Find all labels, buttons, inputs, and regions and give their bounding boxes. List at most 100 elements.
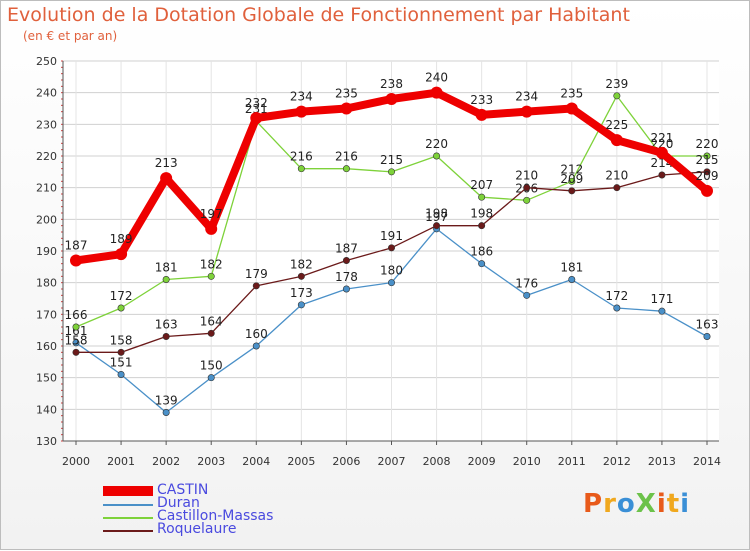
y-tick-label: 170 xyxy=(36,308,57,321)
y-tick-label: 210 xyxy=(36,182,57,195)
data-label-castin: 209 xyxy=(696,169,719,183)
legend-swatch-duran xyxy=(103,504,153,506)
legend-label-roquelaure: Roquelaure xyxy=(157,521,237,537)
data-point-duran xyxy=(342,285,350,293)
data-point-castillon-massas xyxy=(433,152,441,160)
x-tick-label: 2013 xyxy=(648,455,676,468)
y-tick-label: 150 xyxy=(36,372,57,385)
legend-label-castin: CASTIN xyxy=(157,482,209,498)
y-tick-label: 250 xyxy=(36,55,57,68)
y-tick-label: 230 xyxy=(36,118,57,131)
data-label-roquelaure: 182 xyxy=(290,257,313,271)
y-tick-label: 220 xyxy=(36,150,57,163)
data-label-castin: 232 xyxy=(245,96,268,110)
x-tick-label: 2008 xyxy=(423,455,451,468)
logo-letter: X xyxy=(635,489,657,519)
chart-title: Evolution de la Dotation Globale de Fonc… xyxy=(7,4,630,26)
data-label-roquelaure: 163 xyxy=(155,318,178,332)
data-label-castillon-massas: 216 xyxy=(335,150,358,164)
x-tick-label: 2006 xyxy=(332,455,360,468)
data-label-castillon-massas: 220 xyxy=(425,137,448,151)
data-label-castin: 234 xyxy=(290,90,313,104)
data-point-duran xyxy=(162,408,170,416)
data-point-roquelaure xyxy=(433,222,441,230)
data-label-roquelaure: 191 xyxy=(380,229,403,243)
data-label-castin: 238 xyxy=(380,77,403,91)
data-point-roquelaure xyxy=(523,184,531,192)
data-point-castillon-massas xyxy=(703,152,711,160)
data-point-castin xyxy=(70,254,82,267)
x-tick-label: 2009 xyxy=(468,455,496,468)
data-point-duran xyxy=(613,304,621,312)
data-label-castillon-massas: 239 xyxy=(605,77,628,91)
y-tick-label: 200 xyxy=(36,213,57,226)
data-point-castillon-massas xyxy=(297,165,305,173)
data-point-castillon-massas xyxy=(478,193,486,201)
data-label-duran: 150 xyxy=(200,359,223,373)
data-label-castillon-massas: 182 xyxy=(200,257,223,271)
data-label-duran: 151 xyxy=(110,356,133,370)
data-point-castillon-massas xyxy=(613,92,621,100)
data-point-duran xyxy=(72,339,80,347)
data-label-castin: 189 xyxy=(110,232,133,246)
data-label-roquelaure: 198 xyxy=(470,207,493,221)
data-label-castillon-massas: 181 xyxy=(155,261,178,275)
data-point-duran xyxy=(387,279,395,287)
data-label-duran: 173 xyxy=(290,286,313,300)
data-point-duran xyxy=(523,291,531,299)
x-tick-label: 2003 xyxy=(197,455,225,468)
data-label-castin: 234 xyxy=(515,90,538,104)
data-point-duran xyxy=(478,260,486,268)
data-label-roquelaure: 198 xyxy=(425,207,448,221)
data-label-roquelaure: 158 xyxy=(65,333,88,347)
logo-letter: o xyxy=(616,489,636,519)
data-point-roquelaure xyxy=(387,244,395,252)
x-tick-label: 2011 xyxy=(558,455,586,468)
data-label-castin: 197 xyxy=(200,207,223,221)
data-label-roquelaure: 187 xyxy=(335,242,358,256)
data-label-castin: 235 xyxy=(335,87,358,101)
data-point-roquelaure xyxy=(297,272,305,280)
data-point-roquelaure xyxy=(703,168,711,176)
x-tick-label: 2000 xyxy=(62,455,90,468)
data-point-castin xyxy=(430,86,443,99)
legend-swatch-roquelaure xyxy=(103,530,153,532)
data-point-duran xyxy=(297,301,305,309)
y-tick-label: 130 xyxy=(36,435,57,448)
y-tick-label: 240 xyxy=(36,87,57,100)
logo-letter: i xyxy=(680,489,691,519)
data-label-castin: 221 xyxy=(650,131,673,145)
data-label-duran: 160 xyxy=(245,327,268,341)
data-point-castin xyxy=(295,105,308,118)
data-point-castin xyxy=(701,184,713,197)
data-label-duran: 139 xyxy=(155,394,178,408)
data-label-roquelaure: 210 xyxy=(605,169,628,183)
data-label-duran: 161 xyxy=(65,324,88,338)
data-point-roquelaure xyxy=(207,329,215,337)
legend-label-duran: Duran xyxy=(157,495,200,511)
data-point-roquelaure xyxy=(342,256,350,264)
data-point-duran xyxy=(703,332,711,340)
y-tick-label: 180 xyxy=(36,277,57,290)
proxiti-logo: ProXiti xyxy=(583,489,690,519)
data-point-duran xyxy=(117,370,125,378)
data-point-roquelaure xyxy=(117,348,125,356)
data-label-castillon-massas: 172 xyxy=(110,289,133,303)
data-label-duran: 186 xyxy=(470,245,493,259)
data-point-duran xyxy=(658,307,666,315)
data-label-roquelaure: 210 xyxy=(515,169,538,183)
data-point-castillon-massas xyxy=(117,304,125,312)
data-point-roquelaure xyxy=(478,222,486,230)
data-label-castin: 187 xyxy=(65,239,88,253)
x-tick-label: 2001 xyxy=(107,455,135,468)
data-label-castillon-massas: 216 xyxy=(290,150,313,164)
data-label-duran: 181 xyxy=(560,261,583,275)
data-label-roquelaure: 179 xyxy=(245,267,268,281)
x-tick-label: 2014 xyxy=(693,455,721,468)
data-label-roquelaure: 158 xyxy=(110,333,133,347)
data-label-castillon-massas: 231 xyxy=(245,102,268,116)
data-point-castillon-massas xyxy=(568,177,576,185)
data-label-duran: 172 xyxy=(605,289,628,303)
legend-swatch-castin xyxy=(103,486,153,496)
